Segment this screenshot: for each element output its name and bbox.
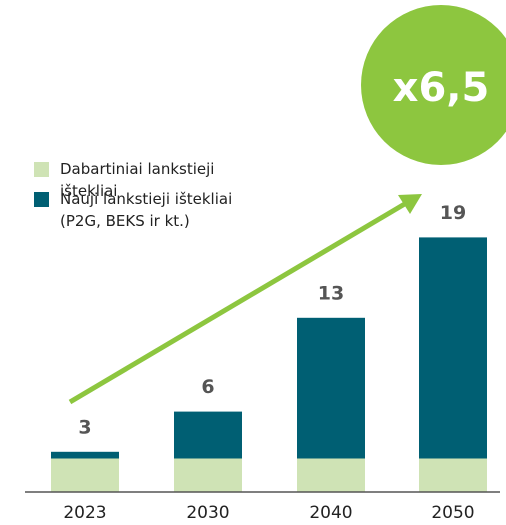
bar-segment: [419, 458, 487, 492]
bar-segment: [297, 317, 365, 459]
total-label: 13: [318, 282, 344, 304]
x-tick-label: 2030: [186, 503, 229, 523]
arrow-head: [398, 194, 422, 214]
legend-swatch: [34, 192, 49, 207]
bar-segment: [51, 458, 119, 492]
total-label: 3: [78, 416, 91, 438]
bar-segment: [51, 451, 119, 459]
bar-segment: [174, 458, 242, 492]
bar-segment: [297, 458, 365, 492]
legend-label: Nauji lankstieji ištekliai (P2G, BEKS ir…: [60, 190, 233, 230]
badge-label: x6,5: [393, 65, 490, 111]
legend-label: Dabartiniai lankstieji ištekliai: [60, 160, 215, 200]
x-tick-label: 2023: [63, 503, 106, 523]
bar-segment: [419, 237, 487, 459]
x-tick-label: 2050: [431, 503, 474, 523]
badge: [361, 5, 506, 165]
bar-segment: [174, 411, 242, 459]
legend-swatch: [34, 162, 49, 177]
x-tick-label: 2040: [309, 503, 352, 523]
total-label: 19: [440, 202, 466, 224]
trend-arrow: [68, 199, 410, 405]
total-label: 6: [201, 376, 214, 398]
